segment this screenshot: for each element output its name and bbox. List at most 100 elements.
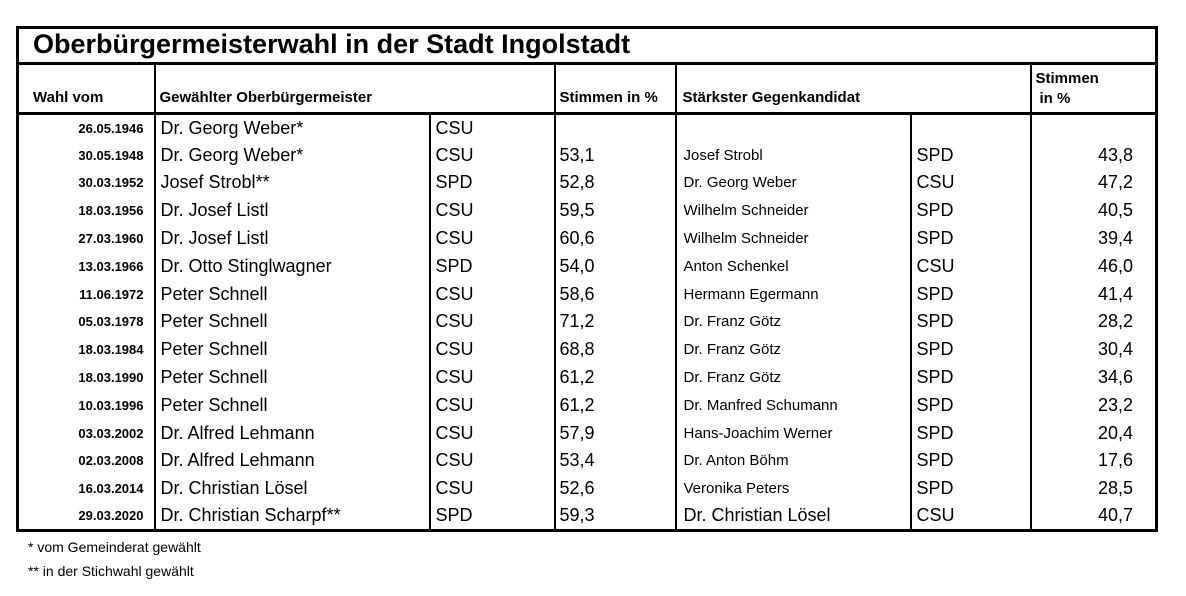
cell-opponent-party: SPD	[909, 196, 1032, 225]
cell-opponent-party: SPD	[909, 447, 1032, 475]
cell-date: 10.03.1996	[16, 391, 156, 420]
cell-opponent-pct: 30,4	[1029, 335, 1158, 364]
cell-winner-party: CSU	[428, 391, 556, 420]
cell-opponent-party: SPD	[909, 141, 1032, 170]
cell-winner: Dr. Georg Weber*	[153, 113, 431, 142]
cell-date: 18.03.1984	[16, 335, 156, 364]
cell-winner: Dr. Josef Listl	[153, 224, 431, 253]
cell-opponent-pct	[1029, 113, 1158, 142]
cell-opponent-pct: 46,0	[1029, 252, 1158, 281]
cell-date: 11.06.1972	[16, 280, 156, 309]
cell-opponent-party: SPD	[909, 363, 1032, 392]
cell-opponent-pct: 47,2	[1029, 169, 1158, 197]
table-body: 26.05.1946 Dr. Georg Weber* CSU 30.05.1948 D…	[16, 113, 1158, 531]
cell-winner-pct: 52,6	[553, 474, 677, 503]
cell-opponent: Dr. Franz Götz	[674, 335, 912, 364]
cell-opponent-party: CSU	[909, 169, 1032, 197]
cell-opponent-pct: 17,6	[1029, 447, 1158, 475]
cell-opponent: Hermann Egermann	[674, 280, 912, 309]
header-row: Wahl vom Gewählter Oberbürgermeister Sti…	[16, 63, 1158, 115]
cell-winner: Peter Schnell	[153, 391, 431, 420]
cell-date: 03.03.2002	[16, 419, 156, 448]
cell-opponent-party: CSU	[909, 502, 1032, 531]
cell-winner-pct: 58,6	[553, 280, 677, 309]
cell-opponent-party: SPD	[909, 419, 1032, 448]
cell-opponent-pct: 23,2	[1029, 391, 1158, 420]
cell-winner-party: CSU	[428, 447, 556, 475]
cell-winner: Dr. Christian Scharpf**	[153, 502, 431, 531]
cell-date: 26.05.1946	[16, 113, 156, 142]
cell-winner: Peter Schnell	[153, 308, 431, 336]
cell-winner-pct: 54,0	[553, 252, 677, 281]
table-row: 11.06.1972 Peter Schnell CSU 58,6 Hermann Eg…	[16, 280, 1158, 309]
cell-winner-party: CSU	[428, 308, 556, 336]
cell-winner: Dr. Alfred Lehmann	[153, 447, 431, 475]
table-row: 10.03.1996 Peter Schnell CSU 61,2 Dr. Manfre…	[16, 391, 1158, 420]
cell-winner-party: CSU	[428, 280, 556, 309]
header-wahl-vom: Wahl vom	[16, 63, 156, 115]
cell-date: 18.03.1956	[16, 196, 156, 225]
cell-opponent: Wilhelm Schneider	[674, 224, 912, 253]
table-row: 27.03.1960 Dr. Josef Listl CSU 60,6 Wilhelm …	[16, 224, 1158, 253]
table-row: 05.03.1978 Peter Schnell CSU 71,2 Dr. Franz …	[16, 308, 1158, 336]
cell-opponent: Dr. Manfred Schumann	[674, 391, 912, 420]
cell-winner: Dr. Georg Weber*	[153, 141, 431, 170]
cell-opponent-party: SPD	[909, 335, 1032, 364]
cell-winner: Dr. Otto Stinglwagner	[153, 252, 431, 281]
cell-winner-party: CSU	[428, 113, 556, 142]
cell-date: 05.03.1978	[16, 308, 156, 336]
table-row: 13.03.1966 Dr. Otto Stinglwagner SPD 54,0 An…	[16, 252, 1158, 281]
cell-date: 02.03.2008	[16, 447, 156, 475]
cell-winner: Peter Schnell	[153, 335, 431, 364]
cell-date: 30.05.1948	[16, 141, 156, 170]
table-row: 29.03.2020 Dr. Christian Scharpf** SPD 59,3…	[16, 502, 1158, 531]
table-row: 03.03.2002 Dr. Alfred Lehmann CSU 57,9 Hans-…	[16, 419, 1158, 448]
cell-date: 16.03.2014	[16, 474, 156, 503]
cell-opponent-party: SPD	[909, 308, 1032, 336]
cell-winner: Dr. Christian Lösel	[153, 474, 431, 503]
table-row: 18.03.1990 Peter Schnell CSU 61,2 Dr. Franz …	[16, 363, 1158, 392]
table-row: 18.03.1984 Peter Schnell CSU 68,8 Dr. Franz …	[16, 335, 1158, 364]
cell-winner: Peter Schnell	[153, 280, 431, 309]
cell-winner-pct: 59,5	[553, 196, 677, 225]
cell-winner-party: CSU	[428, 141, 556, 170]
cell-winner-pct: 60,6	[553, 224, 677, 253]
cell-winner-pct: 53,4	[553, 447, 677, 475]
header-staerkster-gegenkandidat: Stärkster Gegenkandidat	[674, 63, 1032, 115]
cell-opponent-pct: 28,2	[1029, 308, 1158, 336]
cell-winner-party: CSU	[428, 196, 556, 225]
table-row: 18.03.1956 Dr. Josef Listl CSU 59,5 Wilhelm …	[16, 196, 1158, 225]
cell-opponent: Dr. Franz Götz	[674, 363, 912, 392]
table-row: 26.05.1946 Dr. Georg Weber* CSU	[16, 113, 1158, 142]
table-row: 16.03.2014 Dr. Christian Lösel CSU 52,6 Vero…	[16, 474, 1158, 503]
cell-winner-party: CSU	[428, 419, 556, 448]
cell-winner-pct: 61,2	[553, 363, 677, 392]
header-stimmen-winner: Stimmen in %	[553, 63, 677, 115]
cell-opponent-party: CSU	[909, 252, 1032, 281]
cell-winner: Peter Schnell	[153, 363, 431, 392]
cell-opponent: Dr. Franz Götz	[674, 308, 912, 336]
cell-opponent-party	[909, 113, 1032, 142]
cell-date: 30.03.1952	[16, 169, 156, 197]
cell-opponent: Dr. Georg Weber	[674, 169, 912, 197]
cell-opponent-party: SPD	[909, 474, 1032, 503]
header-stimmen-opponent: Stimmen in %	[1029, 63, 1158, 115]
footnote-gemeinderat: * vom Gemeinderat gewählt	[28, 539, 201, 555]
cell-date: 18.03.1990	[16, 363, 156, 392]
cell-winner-party: SPD	[428, 169, 556, 197]
cell-opponent-party: SPD	[909, 280, 1032, 309]
cell-date: 27.03.1960	[16, 224, 156, 253]
election-table: Oberbürgermeisterwahl in der Stadt Ingol…	[16, 26, 1159, 532]
cell-winner: Dr. Josef Listl	[153, 196, 431, 225]
cell-winner-pct: 57,9	[553, 419, 677, 448]
table-row: 30.05.1948 Dr. Georg Weber* CSU 53,1 Josef S…	[16, 141, 1158, 170]
cell-opponent-pct: 43,8	[1029, 141, 1158, 170]
header-stimmen-opponent-line1: Stimmen	[1035, 69, 1099, 87]
cell-date: 13.03.1966	[16, 252, 156, 281]
cell-opponent-pct: 34,6	[1029, 363, 1158, 392]
cell-winner: Dr. Alfred Lehmann	[153, 419, 431, 448]
cell-winner-pct: 52,8	[553, 169, 677, 197]
cell-winner-party: SPD	[428, 252, 556, 281]
cell-winner-pct: 71,2	[553, 308, 677, 336]
